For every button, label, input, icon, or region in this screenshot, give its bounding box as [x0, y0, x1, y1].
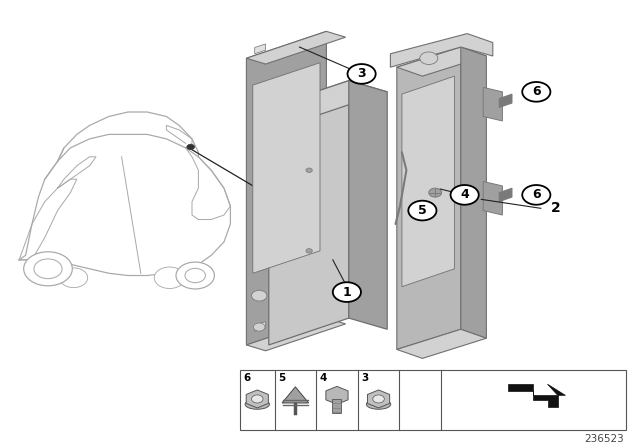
Circle shape — [306, 249, 312, 253]
Polygon shape — [390, 34, 493, 67]
Ellipse shape — [366, 400, 390, 409]
Polygon shape — [253, 63, 320, 273]
Circle shape — [154, 267, 185, 289]
Text: 5: 5 — [418, 204, 427, 217]
Polygon shape — [349, 81, 387, 329]
Circle shape — [420, 52, 438, 65]
Polygon shape — [246, 31, 326, 345]
Circle shape — [451, 185, 479, 205]
Text: 4: 4 — [319, 373, 327, 383]
Circle shape — [24, 252, 72, 286]
Polygon shape — [269, 81, 387, 119]
Circle shape — [176, 262, 214, 289]
Text: 236523: 236523 — [584, 435, 624, 444]
Polygon shape — [461, 47, 486, 338]
Polygon shape — [246, 318, 346, 351]
Polygon shape — [483, 181, 502, 215]
Polygon shape — [499, 94, 512, 108]
Text: 3: 3 — [361, 373, 368, 383]
Polygon shape — [402, 76, 454, 287]
Text: 5: 5 — [278, 373, 285, 383]
Circle shape — [60, 268, 88, 288]
Text: 4: 4 — [460, 188, 469, 202]
Circle shape — [522, 185, 550, 205]
Polygon shape — [397, 47, 486, 76]
Circle shape — [372, 395, 384, 403]
Circle shape — [34, 259, 62, 279]
Circle shape — [185, 268, 205, 283]
Polygon shape — [255, 322, 266, 332]
Polygon shape — [508, 384, 558, 407]
Circle shape — [187, 144, 195, 150]
FancyBboxPatch shape — [333, 399, 342, 413]
Polygon shape — [397, 329, 486, 358]
Text: 2: 2 — [550, 201, 560, 215]
Polygon shape — [548, 384, 566, 396]
Circle shape — [429, 188, 442, 197]
Circle shape — [306, 168, 312, 172]
Circle shape — [408, 201, 436, 220]
Text: 6: 6 — [532, 188, 541, 202]
Polygon shape — [397, 47, 461, 349]
Circle shape — [253, 323, 265, 331]
Text: 6: 6 — [243, 373, 250, 383]
Text: 1: 1 — [342, 285, 351, 299]
Polygon shape — [499, 188, 512, 202]
Text: 6: 6 — [532, 85, 541, 99]
Polygon shape — [269, 81, 349, 345]
Circle shape — [252, 395, 263, 403]
Circle shape — [348, 64, 376, 84]
Polygon shape — [255, 44, 266, 54]
Circle shape — [333, 282, 361, 302]
Ellipse shape — [245, 400, 269, 409]
Polygon shape — [246, 31, 346, 64]
FancyBboxPatch shape — [240, 370, 626, 430]
Text: 3: 3 — [357, 67, 366, 81]
Circle shape — [252, 290, 267, 301]
Circle shape — [522, 82, 550, 102]
Polygon shape — [483, 87, 502, 121]
